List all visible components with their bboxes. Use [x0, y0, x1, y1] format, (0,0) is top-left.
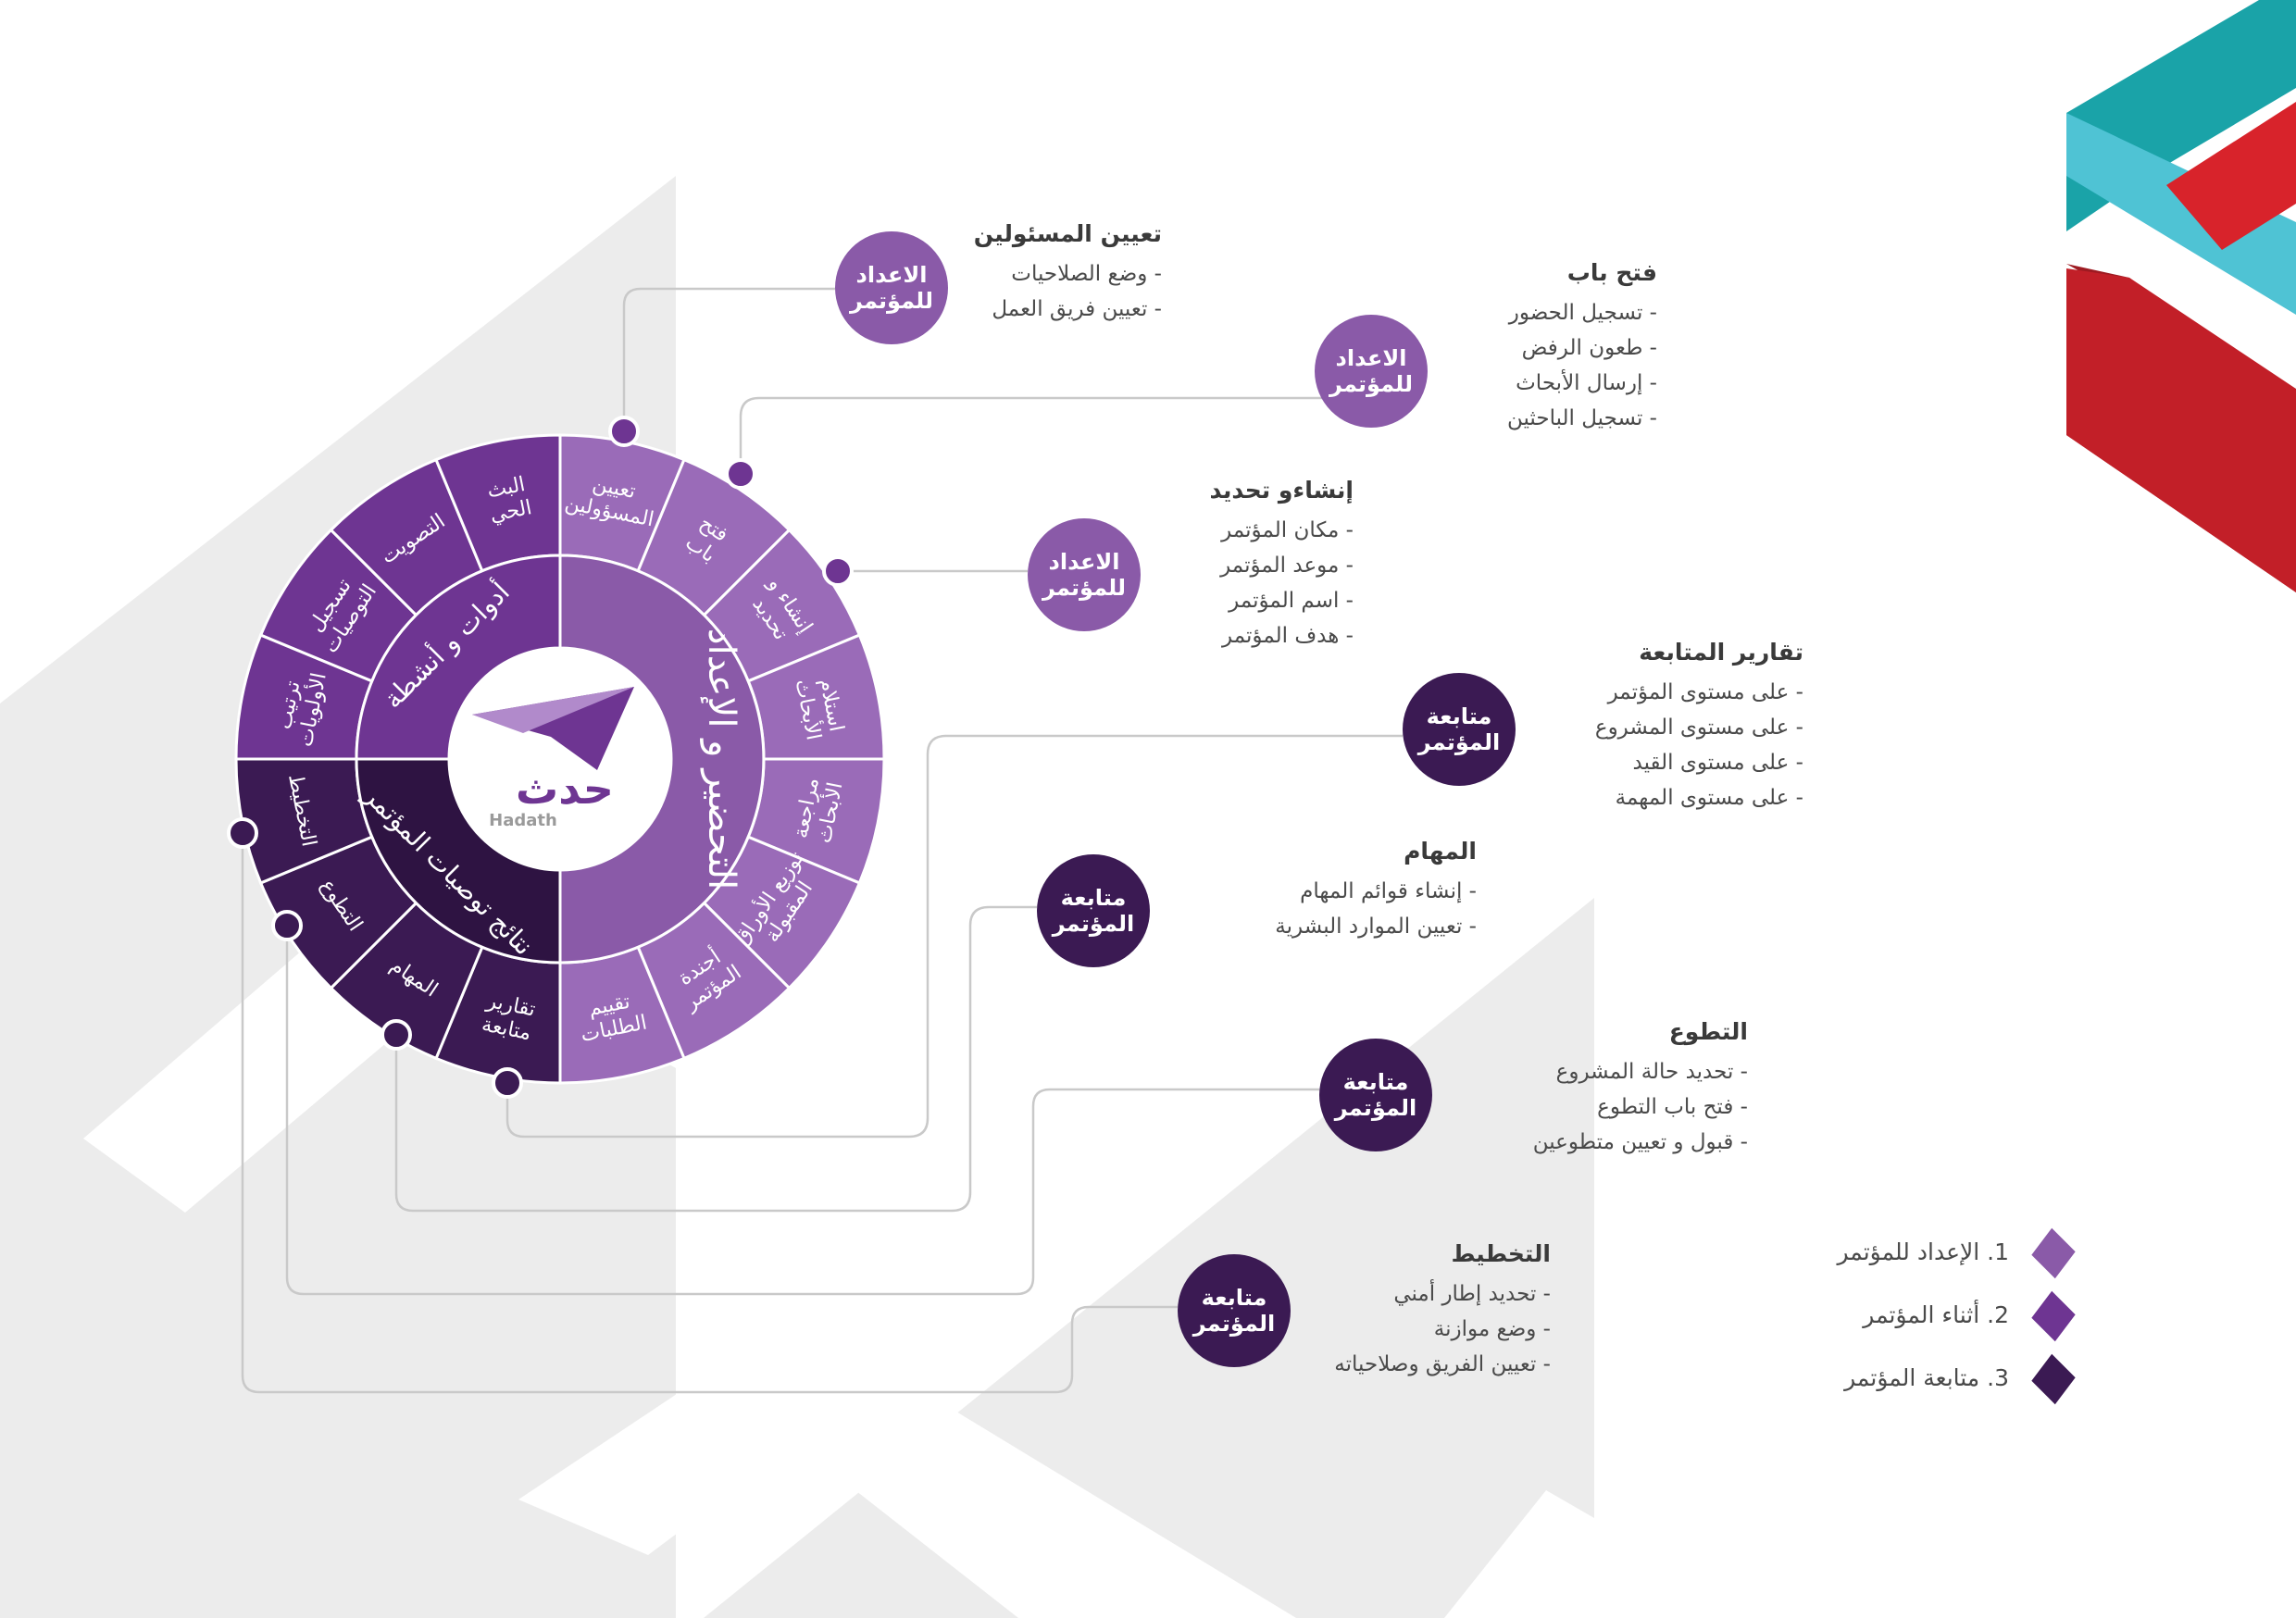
callout-list: إنشاء قوائم المهامتعيين الموارد البشرية [1275, 874, 1477, 944]
badge-assign-officials[interactable]: الاعداد للمؤتمر [835, 231, 948, 344]
callout-list: تحديد حالة المشروعفتح باب التطوعقبول و ت… [1533, 1054, 1748, 1160]
callout-item: موعد المؤتمر [1210, 548, 1354, 583]
callout-item: قبول و تعيين متطوعين [1533, 1125, 1748, 1160]
callout-item: هدف المؤتمر [1210, 618, 1354, 653]
badge-open-door[interactable]: الاعداد للمؤتمر [1315, 315, 1428, 428]
ribbon-red-mid [2066, 268, 2296, 592]
connector-dot-tasks[interactable] [381, 1019, 412, 1051]
callout-item: تحديد حالة المشروع [1533, 1054, 1748, 1089]
logo-plane-wing-icon [472, 687, 634, 733]
connector-dot-assign-officials[interactable] [608, 416, 640, 447]
badge-tasks[interactable]: متابعة المؤتمر [1037, 854, 1150, 967]
callout-list: على مستوى المؤتمرعلى مستوى المشروععلى مس… [1595, 675, 1803, 815]
connector-dot-follow-reports[interactable] [492, 1067, 523, 1099]
callout-item: تحديد إطار أمني [1334, 1276, 1551, 1312]
callout-list: تسجيل الحضورطعون الرفضإرسال الأبحاثتسجيل… [1507, 295, 1657, 436]
connector-follow-reports [505, 734, 1403, 1139]
connector-tasks [394, 905, 1037, 1213]
callout-title: تقارير المتابعة [1639, 639, 1803, 666]
callout-list: وضع الصلاحياتتعيين فريق العمل [974, 256, 1162, 327]
callout-item: على مستوى المهمة [1595, 780, 1803, 815]
connector-planning [241, 833, 1178, 1394]
connector-lines [241, 287, 1403, 1394]
brand-ribbon [2066, 0, 2296, 592]
badge-planning[interactable]: متابعة المؤتمر [1178, 1254, 1291, 1367]
callout-item: فتح باب التطوع [1533, 1089, 1748, 1125]
callout-title: المهام [1404, 838, 1477, 865]
callout-item: اسم المؤتمر [1210, 583, 1354, 618]
callout-title: تعيين المسئولين [973, 220, 1162, 247]
inner-label-prep: التحضير و الإعداد [700, 629, 742, 890]
callout-item: إنشاء قوائم المهام [1275, 874, 1477, 909]
callout-item: تعيين الفريق وصلاحياته [1334, 1347, 1551, 1382]
callout-item: مكان المؤتمر [1210, 513, 1354, 548]
badge-create-define[interactable]: الاعداد للمؤتمر [1028, 518, 1141, 631]
badge-volunteering[interactable]: متابعة المؤتمر [1319, 1039, 1432, 1151]
callout-item: إرسال الأبحاث [1507, 366, 1657, 401]
logo-name-ar: حدث [516, 764, 614, 814]
callout-list: مكان المؤتمرموعد المؤتمراسم المؤتمرهدف ا… [1210, 513, 1354, 653]
callout-item: تسجيل الحضور [1507, 295, 1657, 330]
connector-open-door [739, 396, 1324, 474]
callout-volunteering: التطوع تحديد حالة المشروعفتح باب التطوعقب… [1533, 1018, 1748, 1160]
connector-assign-officials [622, 287, 835, 431]
badge-follow-reports[interactable]: متابعة المؤتمر [1403, 673, 1516, 786]
callout-planning: التخطيط تحديد إطار أمنيوضع موازنةتعيين ال… [1334, 1240, 1551, 1382]
bg-chevron-white-band-2 [518, 1314, 1296, 1618]
connector-dot-planning[interactable] [227, 817, 258, 849]
callout-item: وضع الصلاحيات [974, 256, 1162, 292]
callout-list: تحديد إطار أمنيوضع موازنةتعيين الفريق وص… [1334, 1276, 1551, 1382]
logo-name-en: Hadath [489, 811, 557, 830]
callout-follow-reports: تقارير المتابعةعلى مستوى المؤتمرعلى مستو… [1595, 639, 1803, 815]
logo-disc [449, 648, 671, 870]
callout-item: على مستوى المؤتمر [1595, 675, 1803, 710]
callout-title: إنشاءو تحديد [1209, 477, 1354, 504]
callout-item: تعيين الموارد البشرية [1275, 909, 1477, 944]
callout-item: على مستوى القيد [1595, 745, 1803, 780]
bg-chevron-white-band-3 [1444, 1490, 1594, 1618]
callout-item: على مستوى المشروع [1595, 710, 1803, 745]
callout-tasks: المهام إنشاء قوائم المهامتعيين الموارد ال… [1275, 838, 1477, 944]
callout-title: التطوع [1668, 1018, 1748, 1045]
ribbon-red [2166, 102, 2296, 250]
outer-segment-label-8: تقاريرمتابعة [480, 989, 538, 1046]
connector-volunteering [285, 926, 1319, 1296]
callout-assign-officials: تعيين المسئولين وضع الصلاحياتتعيين فريق ا… [974, 220, 1162, 327]
ribbon-teal-light [2066, 113, 2296, 315]
callout-title: فتح باب [1566, 259, 1657, 286]
legend-label-2: 2. أثناء المؤتمر [1863, 1301, 2009, 1328]
callout-open-door: فتح باب تسجيل الحضورطعون الرفضإرسال الأبح… [1507, 259, 1657, 436]
connector-dot-volunteering[interactable] [271, 910, 303, 941]
connector-dot-create-define[interactable] [822, 555, 854, 587]
callout-create-define: إنشاءو تحديد مكان المؤتمرموعد المؤتمراسم … [1210, 477, 1354, 653]
callout-item: طعون الرفض [1507, 330, 1657, 366]
callout-item: وضع موازنة [1334, 1312, 1551, 1347]
callout-item: تعيين فريق العمل [974, 292, 1162, 327]
legend-label-1: 1. الإعداد للمؤتمر [1837, 1238, 2009, 1265]
callout-item: تسجيل الباحثين [1507, 401, 1657, 436]
connector-dot-open-door[interactable] [725, 458, 756, 490]
callout-title: التخطيط [1451, 1240, 1551, 1267]
legend-label-3: 3. متابعة المؤتمر [1844, 1364, 2009, 1391]
